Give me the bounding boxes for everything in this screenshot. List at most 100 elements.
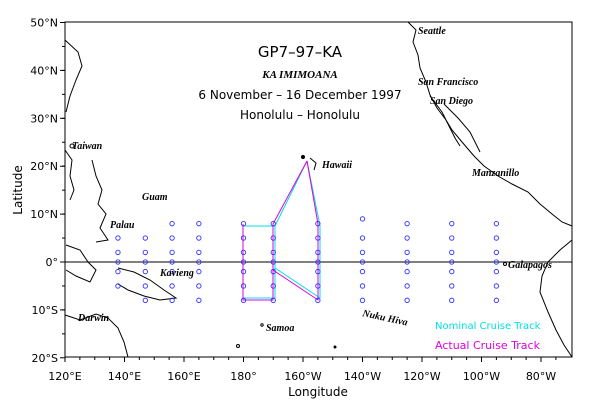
- place-labels: Seattle San Francisco San Diego Taiwan Hawai…: [72, 26, 552, 334]
- place-label: San Francisco: [418, 77, 478, 88]
- coastlines: [64, 21, 573, 358]
- station: [315, 283, 321, 289]
- station: [196, 235, 202, 241]
- station: [493, 221, 500, 227]
- x-tick-label: 140°W: [344, 370, 381, 383]
- station: [359, 268, 366, 275]
- place-label: Manzanillo: [471, 168, 519, 179]
- station: [270, 259, 276, 265]
- station: [359, 259, 366, 265]
- coast-china: [64, 149, 75, 201]
- island: [333, 345, 337, 349]
- station: [169, 249, 175, 256]
- station: [449, 259, 455, 265]
- y-tick-label: 0°: [46, 256, 59, 269]
- island-taiwan: [69, 143, 75, 149]
- station: [315, 235, 321, 241]
- coast-asia: [64, 39, 83, 113]
- station: [142, 283, 148, 289]
- station: [315, 297, 321, 303]
- x-tick-label: 160°E: [167, 370, 200, 383]
- station: [315, 268, 321, 275]
- coast-philippines: [91, 159, 109, 243]
- station: [449, 235, 455, 241]
- ticks: 120°E 140°E 160°E 180° 160°W 140°W 120°W 100°W 8…: [30, 17, 557, 383]
- station: [142, 297, 148, 303]
- stations: [115, 216, 500, 303]
- place-label: Seattle: [418, 26, 446, 37]
- station: [493, 268, 500, 275]
- station: [404, 259, 410, 265]
- x-tick-label: 120°W: [403, 370, 440, 383]
- route: Honolulu – Honolulu: [240, 108, 360, 122]
- station: [404, 249, 410, 256]
- coast-gulf: [443, 103, 481, 153]
- station: [115, 259, 121, 265]
- station: [240, 235, 247, 241]
- actual-track: [242, 224, 274, 301]
- station: [196, 249, 202, 256]
- station: [493, 283, 500, 289]
- station: [315, 249, 321, 256]
- station: [169, 235, 175, 241]
- y-axis-label: Latitude: [11, 165, 25, 214]
- y-tick-label: 10°N: [30, 208, 58, 221]
- station: [449, 249, 455, 256]
- station: [115, 268, 121, 275]
- station: [115, 283, 121, 289]
- actual-track: [272, 160, 319, 301]
- station: [449, 221, 455, 227]
- y-tick-label: 20°N: [30, 160, 58, 173]
- station: [196, 297, 202, 303]
- dates: 6 November – 16 December 1997: [198, 88, 401, 102]
- plot-frame: [64, 21, 573, 358]
- station: [449, 283, 455, 289]
- station: [493, 235, 500, 241]
- x-tick-label: 140°E: [108, 370, 141, 383]
- station: [240, 283, 247, 289]
- island-hawaii: [309, 157, 317, 171]
- station: [270, 283, 276, 289]
- x-tick-label: 100°W: [463, 370, 500, 383]
- station: [359, 249, 366, 256]
- island-kauai: [301, 155, 305, 159]
- station: [493, 259, 500, 265]
- y-tick-label: 10°S: [32, 304, 58, 317]
- station: [169, 259, 175, 265]
- place-label: Darwin: [77, 313, 110, 324]
- station: [404, 268, 410, 275]
- station: [359, 297, 366, 303]
- station: [240, 297, 247, 303]
- station: [169, 268, 175, 275]
- station: [240, 268, 247, 275]
- station: [115, 249, 121, 256]
- station: [404, 283, 410, 289]
- x-tick-label: 80°W: [526, 370, 556, 383]
- station: [115, 235, 121, 241]
- station: [315, 221, 321, 227]
- station: [449, 268, 455, 275]
- place-label: Samoa: [266, 323, 294, 334]
- coast-baja: [429, 95, 461, 147]
- x-axis-label: Longitude: [288, 385, 348, 399]
- title: GP7–97–KA: [258, 43, 343, 61]
- station: [142, 268, 148, 275]
- coast-australia: [64, 313, 129, 358]
- station: [240, 249, 247, 256]
- place-label: Guam: [142, 192, 168, 203]
- y-tick-label: 20°S: [32, 352, 58, 365]
- station: [196, 268, 202, 275]
- place-label: Kavieng: [159, 268, 194, 279]
- coast-north-america: [407, 21, 573, 227]
- station: [270, 235, 276, 241]
- place-label: Palau: [110, 220, 135, 231]
- station: [449, 297, 455, 303]
- station: [142, 249, 148, 256]
- ship-name: KA IMIMOANA: [261, 69, 338, 81]
- station: [196, 221, 202, 227]
- station: [493, 297, 500, 303]
- station: [493, 249, 500, 256]
- legend-actual: Actual Cruise Track: [435, 339, 541, 352]
